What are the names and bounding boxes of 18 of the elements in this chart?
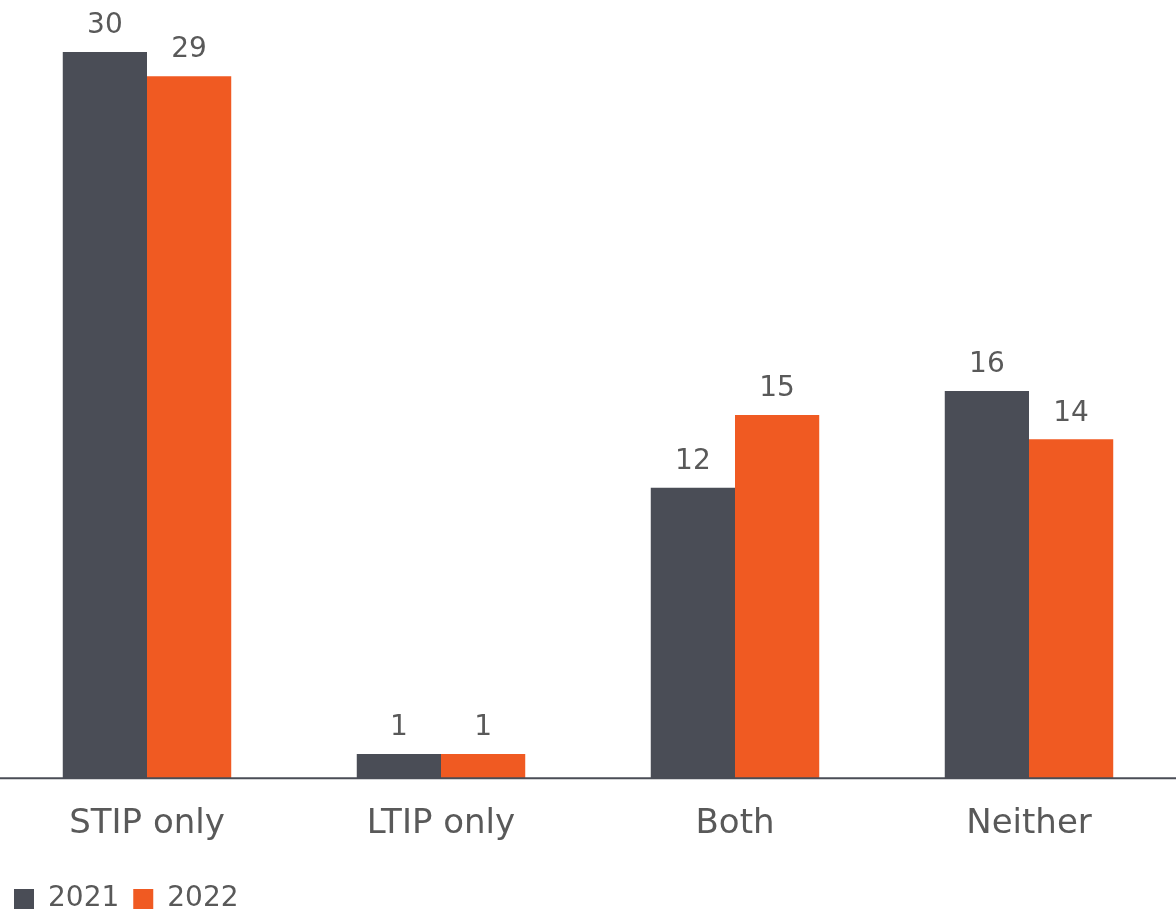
bar bbox=[1029, 439, 1114, 779]
data-label: 1 bbox=[474, 709, 493, 743]
x-tick-label: STIP only bbox=[69, 801, 225, 842]
legend-label: 2021 bbox=[48, 880, 120, 914]
legend-label: 2022 bbox=[167, 880, 239, 914]
bar bbox=[147, 76, 232, 779]
data-label: 30 bbox=[87, 7, 123, 41]
x-tick-label: LTIP only bbox=[366, 801, 516, 842]
bar bbox=[735, 415, 820, 779]
data-label: 16 bbox=[969, 346, 1005, 380]
bar bbox=[441, 753, 526, 779]
x-tick-label: Neither bbox=[966, 801, 1092, 842]
x-tick-label: Both bbox=[695, 801, 775, 842]
data-label: 29 bbox=[171, 31, 207, 65]
data-label: 12 bbox=[675, 443, 711, 476]
data-label: 15 bbox=[759, 370, 795, 404]
data-label: 14 bbox=[1053, 394, 1089, 428]
data-label: 1 bbox=[389, 709, 408, 743]
